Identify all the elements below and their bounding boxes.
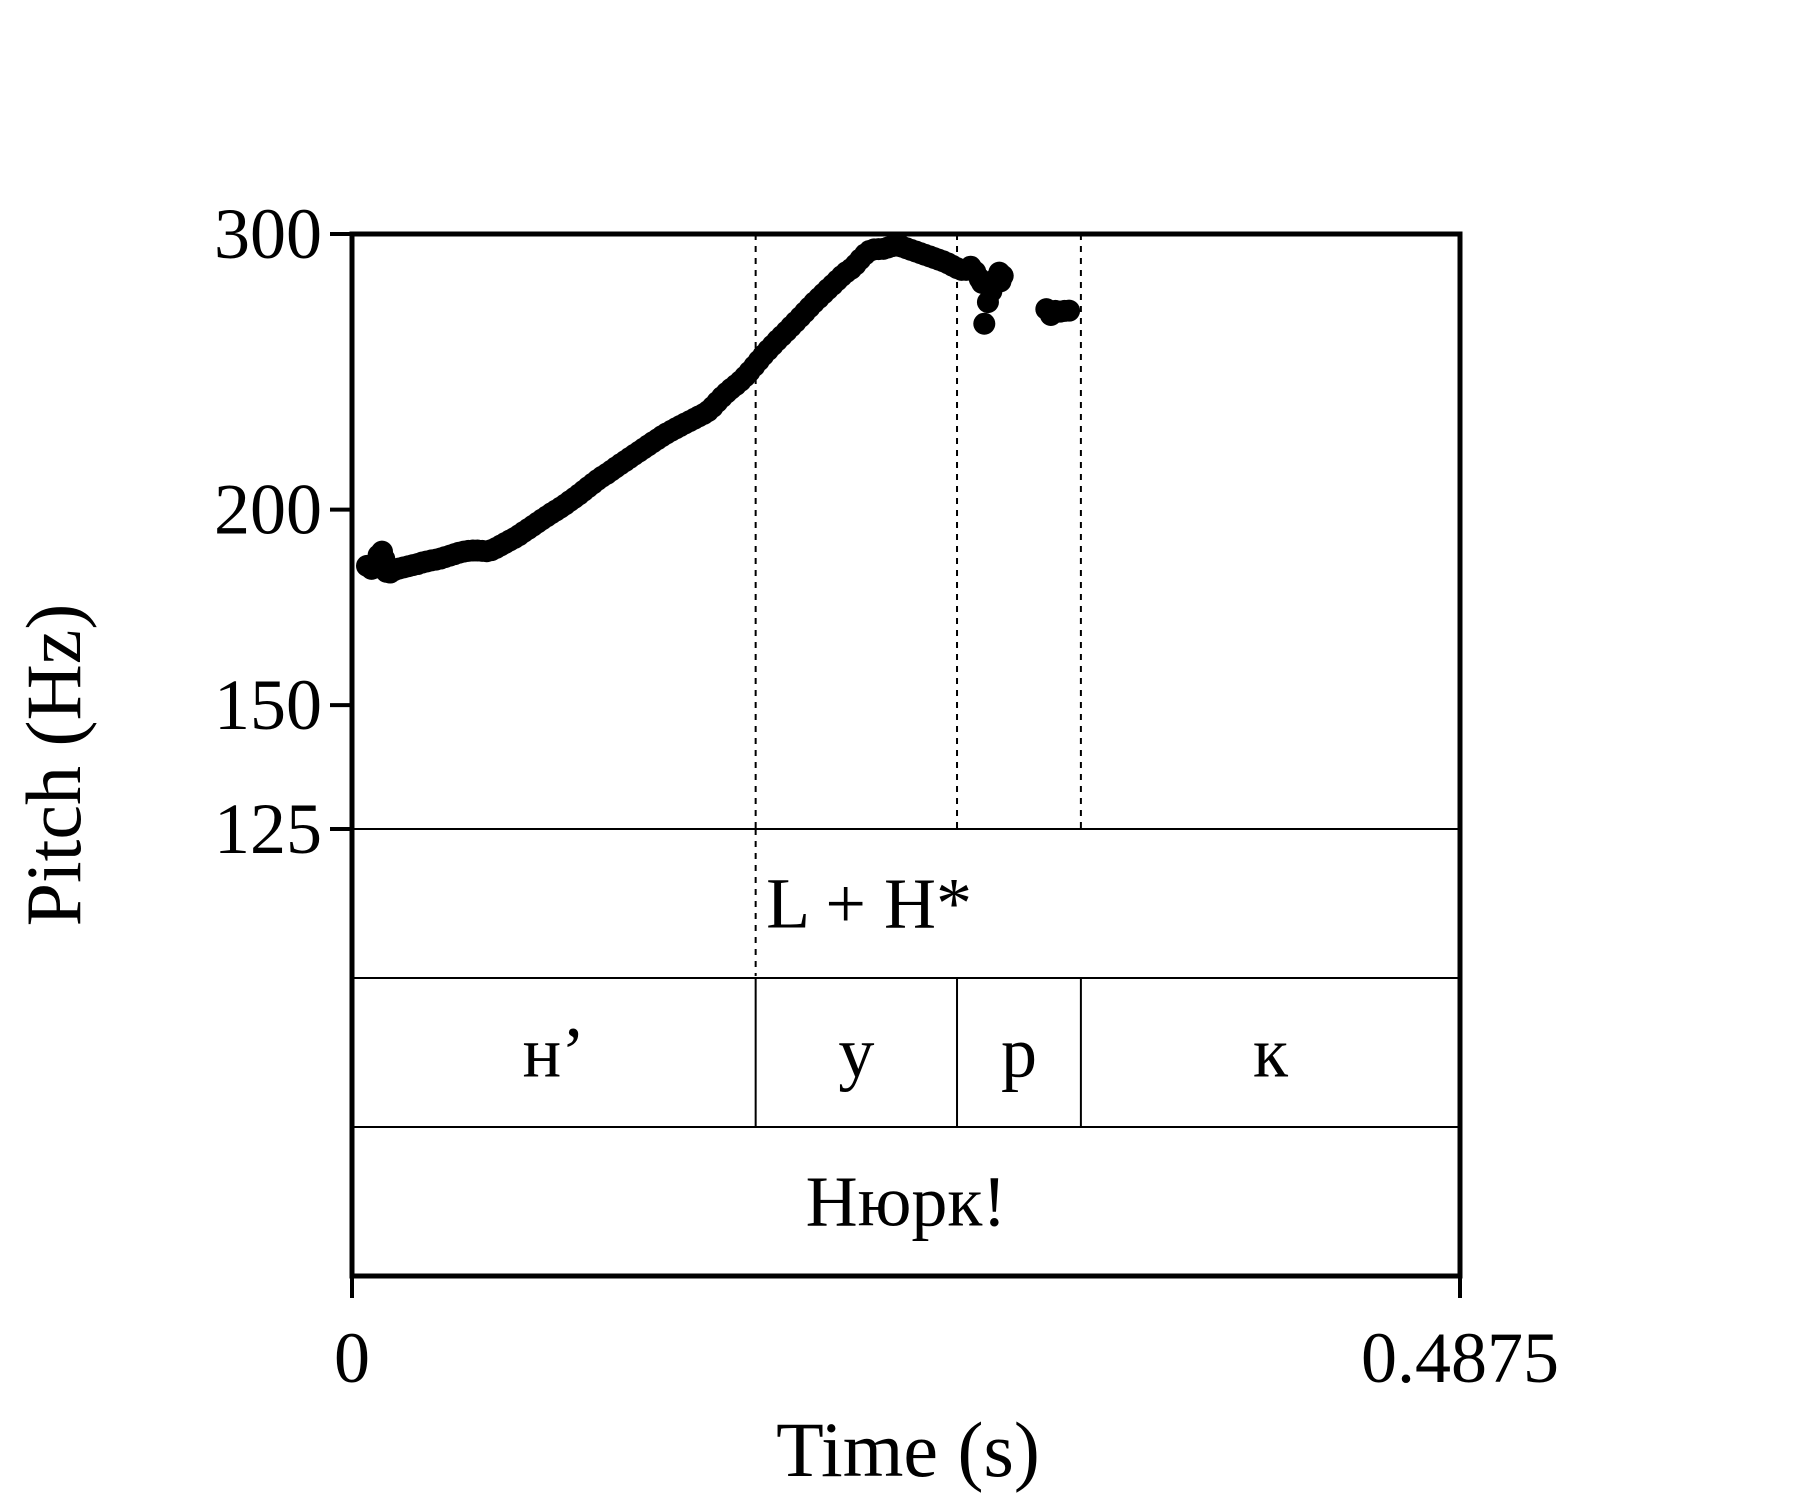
x-tick-label: 0 bbox=[334, 1318, 370, 1398]
pitch-point bbox=[973, 312, 996, 335]
pitch-point bbox=[991, 264, 1014, 287]
y-tick-label: 200 bbox=[214, 470, 322, 550]
plot-frame bbox=[349, 231, 1463, 1279]
tier-label-word: Нюрк! bbox=[806, 1162, 1007, 1242]
x-axis-title: Time (s) bbox=[776, 1406, 1040, 1493]
tier-label-segments: к bbox=[1253, 1013, 1289, 1093]
tier-label-segments: р bbox=[1001, 1013, 1037, 1093]
plot-border bbox=[349, 231, 1463, 1279]
y-tick-label: 125 bbox=[214, 789, 322, 869]
x-tick-label: 0.4875 bbox=[1361, 1318, 1559, 1398]
y-axis-title: Pitch (Hz) bbox=[10, 604, 97, 927]
boundary-lines bbox=[754, 234, 1082, 1127]
annotation-tiers: L + H* н’ у р к Нюрк! bbox=[523, 864, 1289, 1242]
pitch-point bbox=[1058, 299, 1081, 322]
y-tick-label: 300 bbox=[214, 194, 322, 274]
tier-label-segments: н’ bbox=[523, 1013, 586, 1093]
tier-label-segments: у bbox=[838, 1013, 874, 1093]
tier-label-tones: L + H* bbox=[766, 864, 972, 944]
y-tick-label: 150 bbox=[214, 665, 322, 745]
axis-ticks: 300 200 150 125 0 0.4875 bbox=[214, 194, 1559, 1398]
pitch-points bbox=[356, 234, 1081, 584]
